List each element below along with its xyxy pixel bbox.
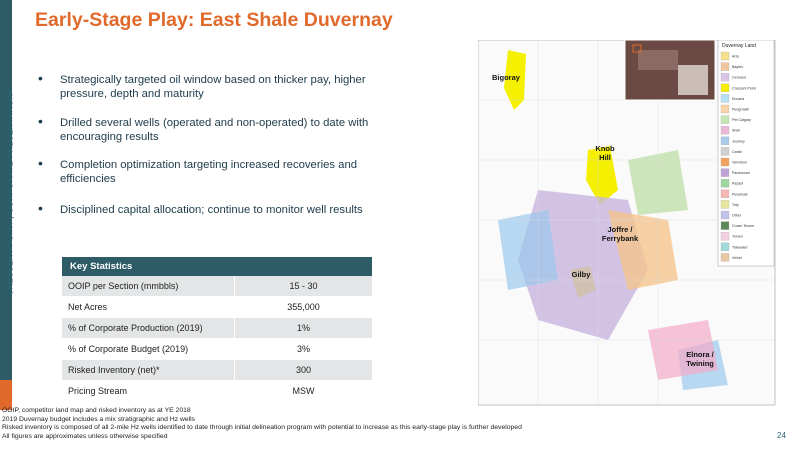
bullet-dot: • bbox=[38, 155, 43, 171]
map-label: Bigoray bbox=[492, 73, 521, 82]
bullet-text: Strategically targeted oil window based … bbox=[60, 74, 366, 100]
legend-title: Duvernay Land bbox=[722, 43, 756, 49]
legend-label: Velvet bbox=[732, 256, 742, 260]
row-label: OOIP per Section (mmbbls) bbox=[62, 276, 235, 297]
row-value: 15 - 30 bbox=[234, 276, 372, 297]
footnotes: OOIP, competitor land map and risked inv… bbox=[2, 407, 522, 441]
legend-swatch bbox=[720, 210, 730, 220]
map-label: Hill bbox=[599, 153, 611, 162]
table-title: Key Statistics bbox=[62, 257, 372, 276]
legend-label: Repsol bbox=[732, 182, 743, 186]
legend-label: Vermilion bbox=[732, 161, 747, 165]
map-label: Knob bbox=[595, 144, 615, 153]
legend-swatch bbox=[720, 147, 730, 156]
legend-swatch bbox=[720, 232, 730, 241]
legend-swatch bbox=[720, 126, 730, 135]
legend-swatch bbox=[720, 51, 730, 61]
bullet-text: Completion optimization targeting increa… bbox=[60, 159, 358, 185]
map-label: Twining bbox=[686, 359, 714, 368]
bullet-text: Disciplined capital allocation; continue… bbox=[60, 204, 363, 216]
row-label: % of Corporate Budget (2019) bbox=[62, 338, 235, 360]
legend-label: Shell bbox=[732, 129, 740, 133]
legend-label: Paramount bbox=[732, 171, 750, 175]
legend-swatch bbox=[720, 200, 730, 209]
table-row: Net Acres 355,000 bbox=[62, 296, 372, 318]
side-bar-accent bbox=[0, 380, 12, 410]
legend-label: Baytex bbox=[732, 65, 743, 69]
title: Early-Stage Play: East Shale Duvernay bbox=[35, 9, 393, 31]
legend-label: Tidy bbox=[732, 203, 739, 207]
bullet-text: Drilled several wells (operated and non-… bbox=[60, 117, 369, 143]
legend-label: Journey bbox=[732, 139, 745, 143]
legend-label: Tidewater bbox=[732, 245, 748, 249]
legend-swatch bbox=[720, 115, 730, 124]
row-value: MSW bbox=[234, 380, 372, 402]
bullet: • Completion optimization targeting incre… bbox=[38, 155, 408, 186]
table-row: % of Corporate Budget (2019) 3% bbox=[62, 338, 372, 360]
map-label: Joffre / bbox=[607, 225, 633, 234]
legend-label: Arta bbox=[732, 55, 739, 59]
legend-swatch bbox=[720, 157, 730, 167]
legend-swatch bbox=[720, 83, 730, 92]
footnote: Risked inventory is composed of all 2-mi… bbox=[2, 424, 522, 432]
legend-swatch bbox=[720, 168, 730, 177]
legend-swatch bbox=[720, 189, 730, 198]
row-label: Pricing Stream bbox=[62, 380, 235, 402]
legend-label: Cenovus bbox=[732, 76, 746, 80]
table-row: Risked Inventory (net)* 300 bbox=[62, 359, 372, 381]
legend-label: Crescent Point bbox=[732, 86, 756, 90]
map-label: Ferrybank bbox=[602, 234, 639, 243]
legend-label: Pet Calgary bbox=[732, 118, 751, 122]
row-value: 355,000 bbox=[234, 296, 372, 318]
bullet: • Disciplined capital allocation; continu… bbox=[38, 200, 408, 217]
table-row: OOIP per Section (mmbbls) 15 - 30 bbox=[62, 276, 372, 297]
legend-label: Canlin bbox=[732, 150, 742, 154]
legend-swatch bbox=[720, 62, 730, 71]
side-bar bbox=[0, 0, 12, 380]
legend-swatch bbox=[720, 242, 730, 251]
bullet-dot: • bbox=[38, 70, 43, 86]
footnote: All figures are approximates unless othe… bbox=[2, 432, 168, 440]
row-value: 3% bbox=[234, 338, 372, 360]
legend-swatch bbox=[720, 136, 730, 145]
bullet-dot: • bbox=[38, 113, 43, 129]
row-value: 300 bbox=[234, 359, 372, 381]
stats-table: Key Statistics OOIP per Section (mmbbls) 1… bbox=[62, 257, 372, 402]
bullet: • Drilled several wells (operated and non… bbox=[38, 113, 408, 144]
legend-swatch bbox=[720, 94, 730, 103]
legend-swatch bbox=[720, 179, 730, 188]
legend-label: Encana bbox=[732, 97, 744, 101]
legend-label: Pengrowth bbox=[732, 108, 749, 112]
legend-label: Perpetual bbox=[732, 192, 748, 196]
map-label: Gilby bbox=[572, 270, 592, 279]
bullet: • Strategically targeted oil window based… bbox=[38, 70, 408, 101]
page-number: 24 bbox=[777, 431, 786, 440]
row-value: 1% bbox=[234, 317, 372, 339]
bullet-dot: • bbox=[38, 200, 43, 216]
legend-swatch bbox=[720, 73, 730, 82]
legend-label: Other bbox=[732, 214, 742, 218]
side-label: CRESCENT POINT | CORPORATE PRESENTATION bbox=[5, 93, 15, 296]
table-row: % of Corporate Production (2019) 1% bbox=[62, 317, 372, 339]
legend-swatch bbox=[720, 221, 730, 230]
legend-swatch bbox=[720, 104, 730, 114]
legend-label: Crown Tenure bbox=[732, 224, 754, 228]
legend-swatch bbox=[720, 253, 730, 262]
row-label: Risked Inventory (net)* bbox=[62, 359, 235, 381]
row-label: Net Acres bbox=[62, 296, 235, 318]
row-label: % of Corporate Production (2019) bbox=[62, 317, 235, 339]
table-row: Pricing Stream MSW bbox=[62, 380, 372, 402]
footnote: 2019 Duvernay budget includes a mix stra… bbox=[2, 415, 196, 423]
map-label: Elnora / bbox=[686, 350, 714, 359]
legend-label: Torxen bbox=[732, 235, 743, 239]
footnote: OOIP, competitor land map and risked inv… bbox=[2, 407, 191, 414]
